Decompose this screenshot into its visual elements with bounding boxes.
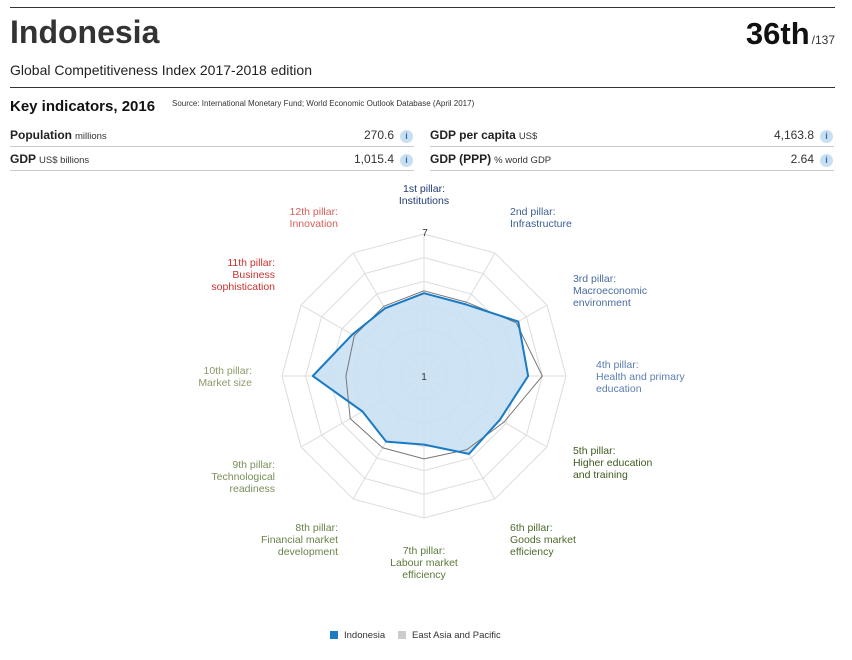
info-icon[interactable]: i <box>400 130 413 143</box>
category-label: 8th pillar: Financial market development <box>261 522 338 558</box>
indicator-unit: US$ <box>518 131 538 142</box>
category-label: 2nd pillar: Infrastructure <box>510 206 572 230</box>
category-label: 5th pillar: Higher education and training <box>573 445 653 481</box>
category-label: 7th pillar: Labour market efficiency <box>390 545 458 581</box>
category-label: 3rd pillar: Macroeconomic environment <box>573 273 647 309</box>
info-icon[interactable]: i <box>400 154 413 167</box>
edition-label: 2017-2018 edition <box>199 62 312 78</box>
indicator-unit: millions <box>75 131 107 142</box>
indicator-value: 4,163.8 <box>773 128 814 142</box>
country-title: Indonesia <box>10 14 160 50</box>
indicator-gdp-per-capita: GDP per capita US$ 4,163.8 i <box>430 123 834 147</box>
indicator-gdp: GDP US$ billions 1,015.4 i <box>10 147 414 171</box>
indicator-population: Population millions 270.6 i <box>10 123 414 147</box>
series-line-east-asia <box>345 290 543 460</box>
rank-display: 36th/137 <box>746 16 835 52</box>
radar-chart: 7 1 1st pillar: Institutions 2nd pillar: Infr… <box>198 183 685 581</box>
legend-item-indonesia[interactable]: Indonesia <box>330 630 385 641</box>
series-area-indonesia <box>312 293 529 454</box>
key-indicators-source: Source: International Monetary Fund; Wor… <box>172 99 475 108</box>
subtitle: Global Competitiveness Index 2017-2018 e… <box>10 62 312 78</box>
legend-swatch <box>330 631 338 639</box>
key-indicators-title: Key indicators, 2016 <box>10 98 156 115</box>
indicator-label: GDP per capita US$ <box>430 128 538 142</box>
category-label: 4th pillar: Health and primary education <box>596 359 685 395</box>
info-icon[interactable]: i <box>820 130 833 143</box>
indicator-unit: % world GDP <box>494 155 552 166</box>
legend-label: East Asia and Pacific <box>412 630 501 641</box>
category-label: 12th pillar: Innovation <box>290 206 339 230</box>
rank-value: 36th <box>745 16 810 51</box>
indicator-gdp-ppp: GDP (PPP)% world GDP 2.64 i <box>430 147 834 171</box>
category-label: 6th pillar: Goods market efficiency <box>510 522 576 558</box>
legend-item-east-asia[interactable]: East Asia and Pacific <box>398 630 501 641</box>
indicator-value: 1,015.4 <box>353 152 394 166</box>
category-label: 10th pillar: Market size <box>198 365 252 389</box>
axis-max-label: 7 <box>422 228 428 239</box>
legend-label: Indonesia <box>344 630 386 641</box>
category-label: 11th pillar: Business sophistication <box>211 257 275 293</box>
indicator-value: 2.64 <box>790 152 814 166</box>
axis-min-label: 1 <box>421 372 427 383</box>
series-line-indonesia <box>311 292 530 455</box>
legend-swatch <box>398 631 406 639</box>
indicator-value: 270.6 <box>363 128 394 142</box>
header-rule <box>10 87 835 88</box>
indicator-label: GDP US$ billions <box>10 152 90 166</box>
category-label: 9th pillar: Technological readiness <box>211 459 275 495</box>
category-label: 1st pillar: Institutions <box>399 183 449 207</box>
index-name: Global Competitiveness Index <box>10 62 196 78</box>
info-icon[interactable]: i <box>820 154 833 167</box>
top-rule <box>10 7 835 8</box>
indicator-unit: US$ billions <box>39 155 90 166</box>
indicator-label: GDP (PPP)% world GDP <box>430 152 552 166</box>
indicator-label: Population millions <box>10 128 107 142</box>
rank-total: /137 <box>811 33 835 47</box>
